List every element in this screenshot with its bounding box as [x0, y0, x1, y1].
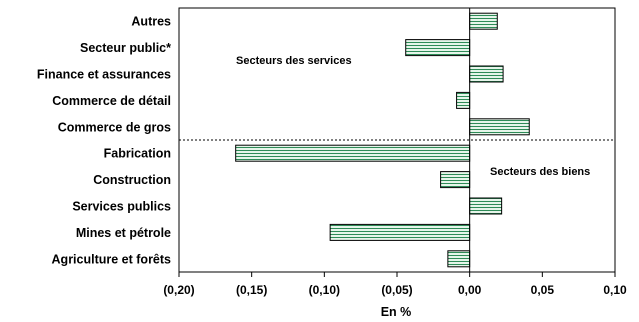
- x-axis-title: En %: [381, 305, 412, 319]
- x-tick-label: (0,15): [236, 283, 267, 297]
- category-label: Services publics: [72, 200, 171, 214]
- x-tick-label: (0,05): [381, 283, 412, 297]
- bar-4: [456, 91, 471, 109]
- bar-5: [469, 118, 530, 136]
- x-tick-label: (0,10): [309, 283, 340, 297]
- bar-8: [469, 197, 503, 215]
- plot-area: Autres Secteur public* Finance et assuranc…: [37, 7, 627, 297]
- x-tick-label: 0,10: [603, 283, 627, 297]
- bar-2: [405, 39, 471, 57]
- x-tick-label: 0,00: [458, 283, 482, 297]
- x-tick-label: 0,05: [531, 283, 555, 297]
- annotation-goods: Secteurs des biens: [490, 166, 590, 178]
- category-label: Mines et pétrole: [76, 226, 171, 240]
- bar-1: [469, 12, 498, 30]
- category-label: Fabrication: [104, 147, 171, 161]
- bar-7: [440, 171, 471, 189]
- annotation-services: Secteurs des services: [236, 55, 352, 67]
- bar-6: [235, 144, 471, 162]
- category-label: Autres: [131, 15, 171, 29]
- x-tick-label: (0,20): [163, 283, 194, 297]
- category-label: Construction: [93, 173, 171, 187]
- category-label: Commerce de gros: [58, 120, 171, 134]
- category-label: Finance et assurances: [37, 68, 171, 82]
- category-label: Secteur public*: [80, 41, 171, 55]
- category-label: Commerce de détail: [52, 94, 171, 108]
- bar-10: [447, 250, 471, 268]
- category-label: Agriculture et forêts: [52, 252, 172, 266]
- bar-3: [469, 65, 504, 83]
- bar-9: [329, 223, 471, 241]
